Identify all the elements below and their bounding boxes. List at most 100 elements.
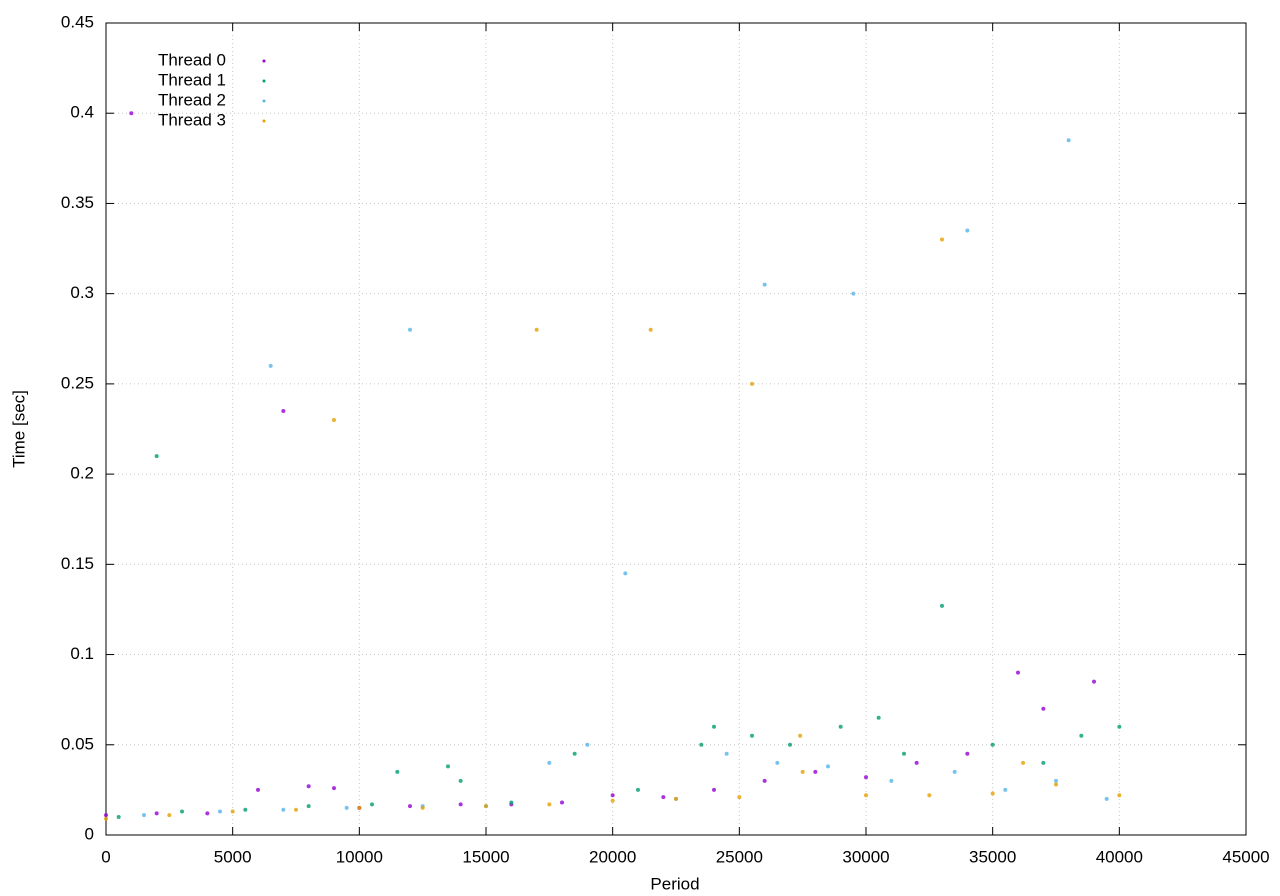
point xyxy=(762,778,767,783)
point xyxy=(408,804,412,809)
point xyxy=(408,327,412,332)
point xyxy=(864,793,868,798)
point xyxy=(826,764,830,769)
point xyxy=(142,813,146,818)
point xyxy=(395,769,400,774)
point xyxy=(484,804,488,809)
point xyxy=(509,800,514,805)
point xyxy=(674,796,678,801)
x-tick-label: 40000 xyxy=(1096,847,1143,866)
point xyxy=(940,603,944,608)
point xyxy=(1016,670,1020,675)
point xyxy=(876,715,881,720)
point xyxy=(547,760,552,765)
legend-label: Thread 3 xyxy=(158,110,226,129)
point xyxy=(458,802,463,807)
legend-label: Thread 1 xyxy=(158,70,226,89)
legend-marker xyxy=(262,99,266,103)
point xyxy=(357,805,362,810)
point xyxy=(104,813,108,818)
point xyxy=(1054,782,1058,787)
legend-marker xyxy=(262,119,266,123)
point xyxy=(610,793,615,798)
point xyxy=(798,733,803,738)
point xyxy=(446,764,450,769)
y-tick-label: 0.1 xyxy=(70,644,94,663)
point xyxy=(623,571,628,576)
point xyxy=(256,787,260,792)
x-tick-label: 0 xyxy=(101,847,110,866)
point xyxy=(750,381,754,386)
point xyxy=(167,813,172,818)
point xyxy=(965,228,970,233)
y-axis-label: Time [sec] xyxy=(9,390,28,468)
point xyxy=(547,802,552,807)
y-tick-label: 0.25 xyxy=(61,373,94,392)
point xyxy=(1041,760,1046,765)
y-tick-label: 0.05 xyxy=(61,734,94,753)
point xyxy=(572,751,577,756)
point xyxy=(420,805,425,810)
x-tick-label: 45000 xyxy=(1222,847,1269,866)
point xyxy=(851,291,856,296)
y-tick-label: 0.4 xyxy=(70,103,94,122)
legend-label: Thread 2 xyxy=(158,90,226,109)
point xyxy=(914,760,919,765)
y-tick-label: 0.2 xyxy=(70,464,94,483)
point xyxy=(775,760,780,765)
point xyxy=(218,809,222,814)
point xyxy=(534,327,539,332)
point xyxy=(990,742,995,747)
point xyxy=(306,784,311,789)
point xyxy=(294,807,298,812)
point xyxy=(940,237,944,242)
y-tick-label: 0.15 xyxy=(61,554,94,573)
point xyxy=(154,454,159,459)
x-tick-label: 30000 xyxy=(842,847,889,866)
point xyxy=(661,795,666,800)
point xyxy=(1041,706,1046,711)
point xyxy=(205,811,210,816)
point xyxy=(1117,724,1122,729)
plot-frame xyxy=(105,22,1247,836)
point xyxy=(585,742,590,747)
y-tick-label: 0.35 xyxy=(61,193,94,212)
legend-label: Thread 0 xyxy=(158,50,226,69)
point xyxy=(610,798,615,803)
legend-marker xyxy=(262,79,266,83)
point xyxy=(813,769,818,774)
point xyxy=(1066,138,1071,143)
x-tick-label: 20000 xyxy=(589,847,636,866)
point xyxy=(927,793,932,798)
point xyxy=(332,786,336,791)
point xyxy=(154,811,159,816)
point xyxy=(788,742,792,747)
point xyxy=(344,805,349,810)
x-axis-label: Period xyxy=(650,874,699,893)
point xyxy=(230,809,235,814)
point xyxy=(648,327,653,332)
point xyxy=(952,769,957,774)
point xyxy=(724,751,729,756)
point xyxy=(838,724,843,729)
point xyxy=(1092,679,1096,684)
point xyxy=(737,795,742,800)
point xyxy=(560,800,564,805)
point xyxy=(636,787,640,792)
point xyxy=(712,787,716,792)
x-tick-label: 35000 xyxy=(969,847,1016,866)
point xyxy=(1054,778,1058,783)
x-tick-label: 10000 xyxy=(336,847,383,866)
point xyxy=(1104,796,1109,801)
point xyxy=(243,807,248,812)
x-tick-label: 5000 xyxy=(214,847,252,866)
point xyxy=(902,751,906,756)
point xyxy=(281,807,286,812)
point xyxy=(180,809,184,814)
point xyxy=(281,408,286,413)
point xyxy=(268,363,273,368)
point xyxy=(699,742,704,747)
x-tick-label: 25000 xyxy=(716,847,763,866)
